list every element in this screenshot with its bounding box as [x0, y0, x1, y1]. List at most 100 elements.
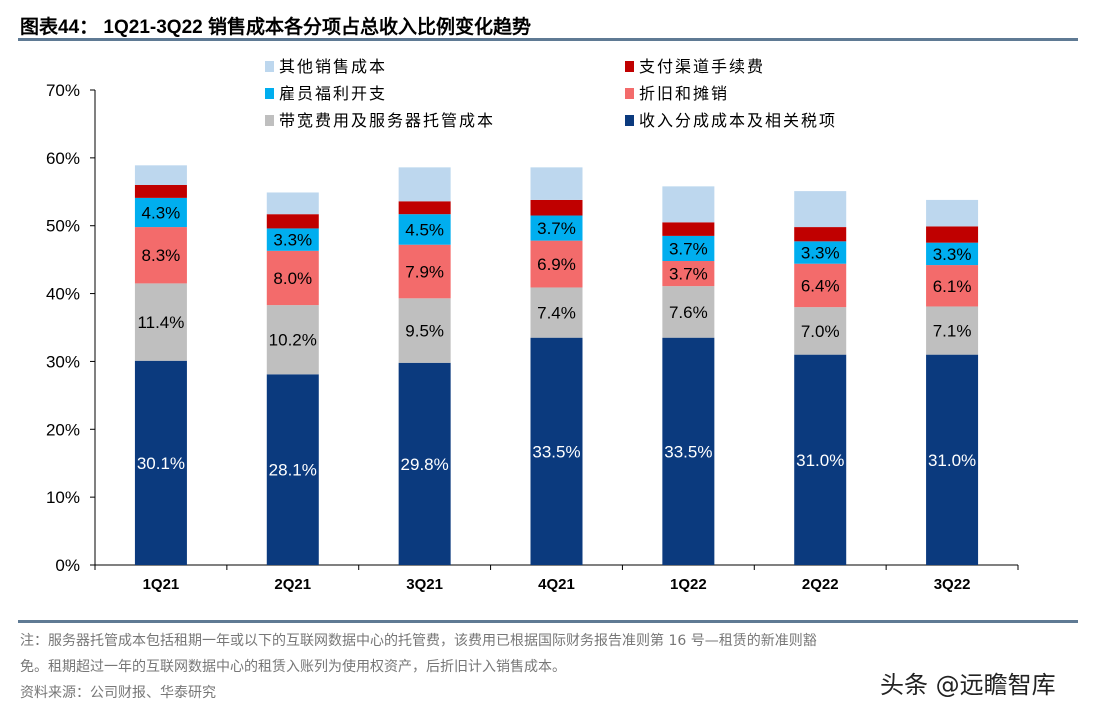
data-label: 31.0% — [928, 451, 976, 470]
bar-segment — [134, 360, 187, 565]
x-tick-label: 2Q22 — [802, 576, 839, 593]
data-label: 6.1% — [933, 277, 972, 296]
legend-swatch — [625, 88, 634, 99]
bar-segment — [398, 244, 451, 299]
bar-segment — [134, 185, 187, 198]
data-label: 3.3% — [801, 244, 840, 263]
y-tick-label: 70% — [46, 81, 80, 100]
data-label: 29.8% — [401, 455, 449, 474]
data-label: 33.5% — [532, 442, 580, 461]
bar-segment — [530, 167, 583, 200]
bar-segment — [398, 167, 451, 202]
bar-segment — [398, 214, 451, 245]
data-label: 3.7% — [669, 265, 708, 284]
bar-segment — [530, 240, 583, 288]
x-tick-label: 1Q21 — [143, 576, 180, 593]
x-tick-label: 4Q21 — [538, 576, 575, 593]
bar-segment — [398, 201, 451, 215]
bar-segment — [926, 265, 979, 307]
bar-segment — [530, 215, 583, 241]
data-label: 4.5% — [405, 220, 444, 239]
bar-segment — [530, 337, 583, 565]
bar-segment — [266, 374, 319, 565]
bar-segment — [530, 199, 583, 216]
y-tick-label: 40% — [46, 285, 80, 304]
bar-segment — [662, 186, 715, 223]
bar-segment — [266, 250, 319, 306]
bar-segment — [794, 227, 847, 242]
y-tick-label: 50% — [46, 217, 80, 236]
bar-segment — [794, 307, 847, 355]
footnote-line-2: 免。租期超过一年的互联网数据中心的租赁入账列为使用权资产，后折旧计入销售成本。 — [20, 659, 566, 675]
data-label: 3.3% — [273, 231, 312, 250]
legend-swatch — [265, 61, 274, 72]
bar-segment — [662, 235, 715, 261]
legend-label: 雇员福利开支 — [279, 84, 387, 103]
legend-swatch — [625, 115, 634, 126]
legend-label: 带宽费用及服务器托管成本 — [279, 111, 495, 130]
bar-segment — [926, 306, 979, 355]
data-label: 7.1% — [933, 322, 972, 341]
legend-swatch — [265, 115, 274, 126]
bar-segment — [134, 197, 187, 228]
data-label: 7.6% — [669, 303, 708, 322]
legend-swatch — [625, 61, 634, 72]
x-tick-label: 2Q21 — [274, 576, 311, 593]
bar-segment — [662, 337, 715, 565]
data-label: 10.2% — [269, 331, 317, 350]
x-tick-label: 3Q21 — [406, 576, 443, 593]
source-note: 资料来源：公司财报、华泰研究 — [20, 685, 216, 701]
legend-swatch — [265, 88, 274, 99]
legend-label: 支付渠道手续费 — [639, 57, 765, 76]
bar-segment — [398, 362, 451, 565]
bar-segment — [794, 241, 847, 264]
bar-segment — [266, 192, 319, 215]
legend-label: 折旧和摊销 — [639, 84, 729, 103]
bar-segment — [266, 228, 319, 251]
bar-segment — [530, 287, 583, 338]
x-tick-label: 1Q22 — [670, 576, 707, 593]
bar-segment — [926, 226, 979, 243]
bar-segment — [266, 305, 319, 375]
bar-segment — [266, 214, 319, 229]
legend-label: 收入分成成本及相关税项 — [639, 111, 837, 130]
data-label: 3.7% — [669, 239, 708, 258]
data-label: 3.3% — [933, 245, 972, 264]
bar-segment — [662, 261, 715, 287]
bar-segment — [134, 227, 187, 284]
bar-segment — [926, 242, 979, 266]
data-label: 6.9% — [537, 255, 576, 274]
bar-segment — [926, 354, 979, 565]
bar-segment — [662, 286, 715, 338]
data-label: 9.5% — [405, 322, 444, 341]
y-tick-label: 60% — [46, 149, 80, 168]
bar-segment — [134, 165, 187, 185]
data-label: 8.3% — [142, 246, 181, 265]
data-label: 31.0% — [796, 451, 844, 470]
y-tick-label: 0% — [55, 556, 80, 575]
footnote-line-1: 注：服务器托管成本包括租期一年或以下的互联网数据中心的托管费，该费用已根据国际财… — [20, 633, 817, 649]
bar-segment — [134, 283, 187, 361]
stacked-bar-chart: 0% 10% 20% 30% 40% 50% 60% 70% 1Q21 30.1% 11.4% 8.3… — [46, 57, 1019, 593]
legend-label: 其他销售成本 — [279, 57, 387, 76]
data-label: 11.4% — [137, 313, 184, 332]
data-label: 3.7% — [537, 219, 576, 238]
watermark: 头条 @远瞻智库 — [880, 671, 1056, 699]
data-label: 7.9% — [405, 263, 444, 282]
data-label: 8.0% — [273, 269, 312, 288]
data-label: 28.1% — [269, 461, 317, 480]
data-label: 30.1% — [137, 454, 185, 473]
data-label: 7.0% — [801, 322, 840, 341]
chart-title: 图表44： 1Q21-3Q22 销售成本各分项占总收入比例变化趋势 — [20, 17, 531, 38]
bar-segment — [398, 298, 451, 363]
data-label: 7.4% — [537, 304, 576, 323]
data-label: 4.3% — [142, 203, 181, 222]
y-tick-label: 10% — [46, 488, 80, 507]
bar-segment — [926, 199, 979, 227]
data-label: 6.4% — [801, 276, 840, 295]
bar-segment — [794, 263, 847, 308]
bar-segment — [794, 354, 847, 565]
title-divider — [18, 38, 1078, 41]
bar-segment — [794, 191, 847, 228]
footer-divider — [18, 620, 1078, 623]
